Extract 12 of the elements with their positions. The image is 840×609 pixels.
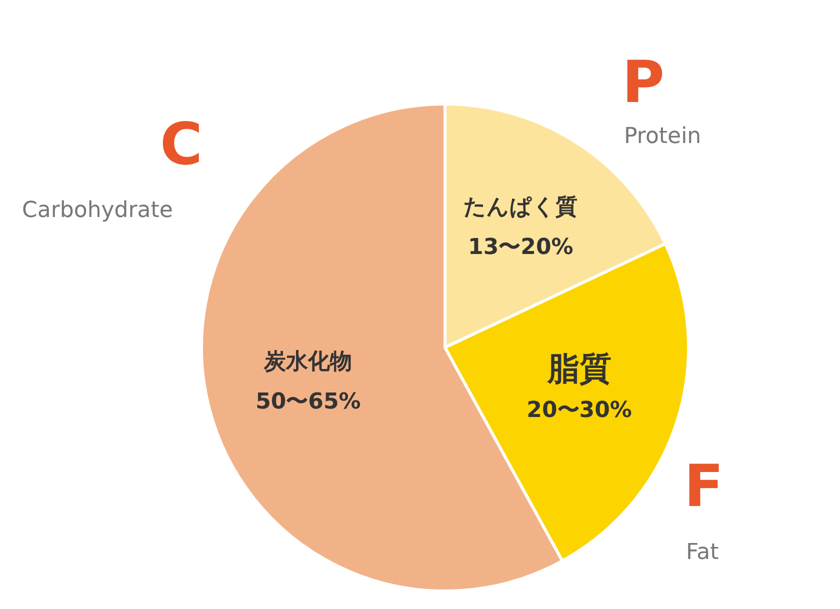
text: 13〜20% xyxy=(468,234,574,260)
text: Carbohydrate xyxy=(22,198,173,223)
slice-label: 炭水化物 xyxy=(263,349,352,374)
text: C xyxy=(160,110,203,178)
slice-label: 脂質 xyxy=(546,349,612,388)
text: Protein xyxy=(624,124,702,149)
text: P xyxy=(622,48,665,116)
text: Fat xyxy=(686,540,719,565)
slice-label: たんぱく質 xyxy=(464,194,578,220)
text: F xyxy=(684,452,724,520)
text: 20〜30% xyxy=(526,398,632,423)
text: 50〜65% xyxy=(256,389,361,414)
